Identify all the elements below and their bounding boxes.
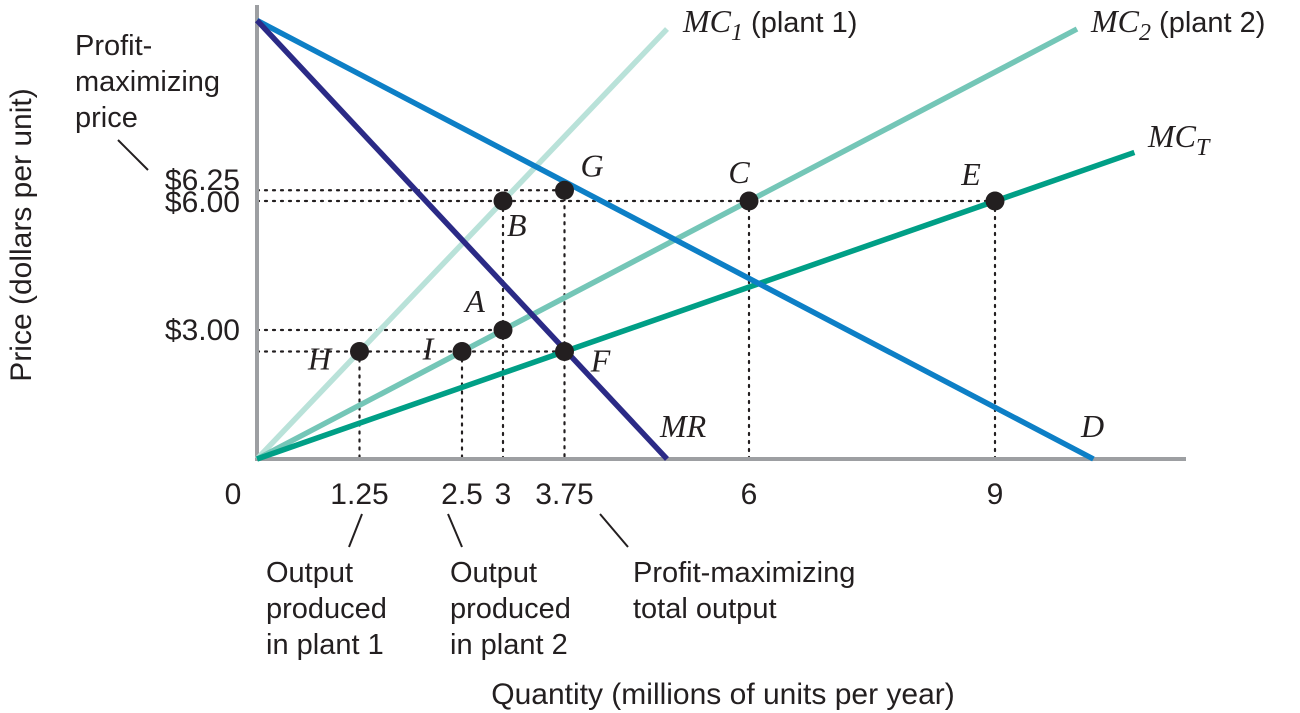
annotation-price-line-1: Profit- bbox=[75, 30, 152, 62]
point-label-f: F bbox=[590, 343, 611, 379]
annotation-price-line-3: price bbox=[75, 102, 138, 134]
curve-label-mc2: MC2 (plant 2) bbox=[1090, 3, 1265, 46]
point-label-h: H bbox=[307, 341, 333, 377]
leader-plant1 bbox=[348, 513, 363, 548]
point-label-g: G bbox=[581, 147, 604, 183]
annotation-total-line-2: total output bbox=[633, 593, 777, 625]
y-axis-title: Price (dollars per unit) bbox=[5, 88, 38, 381]
annotation-plant1-line-3: in plant 1 bbox=[266, 629, 384, 661]
point-label-a: A bbox=[463, 283, 485, 319]
curve-label-d: D bbox=[1080, 408, 1104, 444]
point-c bbox=[739, 191, 759, 211]
annotation-plant2-line-3: in plant 2 bbox=[450, 629, 568, 661]
point-h bbox=[350, 342, 369, 361]
x-tick-3-75: 3.75 bbox=[535, 478, 593, 511]
y-tick-6-25: $6.25 bbox=[165, 164, 240, 197]
point-e bbox=[985, 191, 1005, 211]
y-tick-3-00: $3.00 bbox=[165, 314, 240, 347]
leader-total bbox=[599, 513, 629, 548]
x-tick-6: 6 bbox=[741, 478, 758, 511]
curve-label-mc1: MC1 (plant 1) bbox=[682, 3, 857, 46]
leader-plant2 bbox=[447, 513, 463, 548]
x-tick-0: 0 bbox=[225, 478, 242, 511]
curve-mc-1 bbox=[255, 27, 669, 461]
x-tick-1-25: 1.25 bbox=[330, 478, 388, 511]
point-label-b: B bbox=[507, 207, 527, 243]
point-label-e: E bbox=[960, 156, 981, 192]
x-axis-title: Quantity (millions of units per year) bbox=[491, 678, 955, 711]
y-tick-6-00: $6.00 bbox=[165, 186, 240, 219]
annotation-plant2-line-2: produced bbox=[450, 593, 571, 625]
annotation-plant1-line-2: produced bbox=[266, 593, 387, 625]
curve-d bbox=[255, 17, 1095, 462]
x-tick-9: 9 bbox=[987, 478, 1004, 511]
curve-mr bbox=[254, 18, 670, 461]
point-label-i: I bbox=[422, 331, 435, 367]
annotation-plant2-line-1: Output bbox=[450, 557, 537, 589]
annotation-total-line-1: Profit-maximizing bbox=[633, 557, 855, 589]
x-tick-3: 3 bbox=[495, 478, 512, 511]
point-b bbox=[493, 191, 513, 211]
point-i bbox=[452, 342, 472, 361]
point-a bbox=[493, 320, 513, 340]
annotation-price-line-2: maximizing bbox=[75, 66, 220, 98]
point-f bbox=[555, 342, 574, 361]
point-label-c: C bbox=[728, 154, 750, 190]
annotation-plant1-line-1: Output bbox=[266, 557, 353, 589]
curve-mc-2 bbox=[255, 26, 1079, 462]
point-g bbox=[555, 180, 574, 200]
x-tick-2-5: 2.5 bbox=[441, 478, 483, 511]
curve-label-mct: MCT bbox=[1147, 118, 1211, 161]
curve-label-mr: MR bbox=[659, 408, 707, 444]
leader-price bbox=[117, 139, 149, 171]
